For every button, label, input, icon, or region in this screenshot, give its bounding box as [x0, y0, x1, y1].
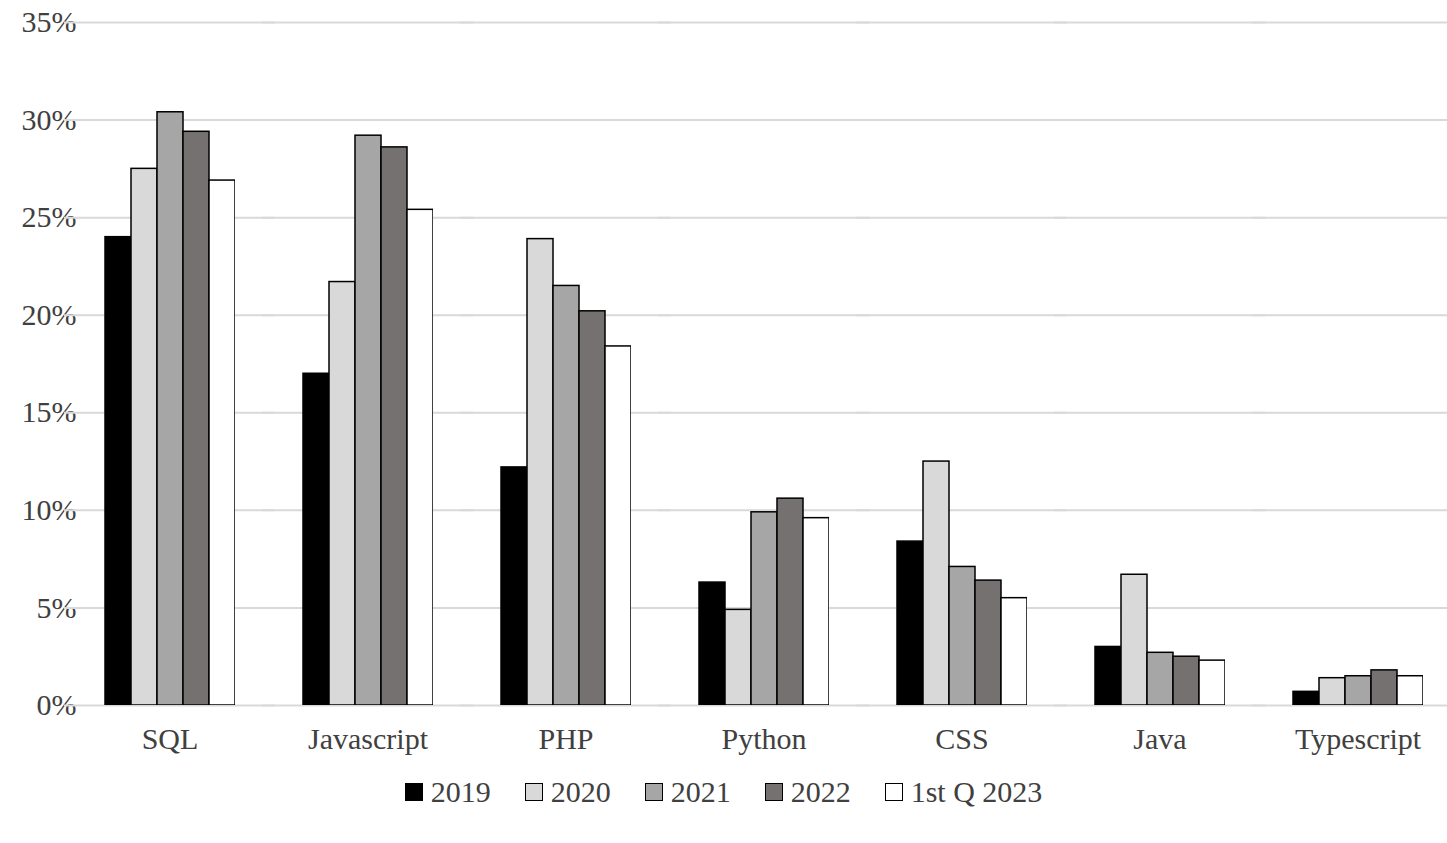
svg-text:SQL: SQL: [142, 722, 199, 755]
svg-text:Typescript: Typescript: [1295, 722, 1422, 755]
svg-text:Javascript: Javascript: [308, 722, 429, 755]
svg-text:25%: 25%: [21, 200, 77, 234]
svg-text:PHP: PHP: [538, 722, 593, 755]
html-text:2021: 2021: [670, 775, 731, 808]
svg-text:Java: Java: [1133, 722, 1186, 755]
svg-text:10%: 10%: [21, 493, 77, 526]
html-text:2022: 2022: [790, 775, 851, 808]
svg-text:35%: 35%: [21, 5, 77, 39]
html-text:2020: 2020: [550, 775, 611, 808]
svg-text:20%: 20%: [21, 297, 77, 331]
svg-text:15%: 15%: [21, 395, 77, 429]
svg-text:Python: Python: [721, 722, 806, 755]
svg-text:5%: 5%: [36, 590, 77, 624]
svg-text:30%: 30%: [21, 102, 77, 136]
html-text:2019: 2019: [430, 775, 491, 808]
html-text:1st Q 2023: 1st Q 2023: [910, 775, 1043, 808]
svg-text:0%: 0%: [36, 688, 77, 722]
svg-text:CSS: CSS: [935, 722, 988, 755]
